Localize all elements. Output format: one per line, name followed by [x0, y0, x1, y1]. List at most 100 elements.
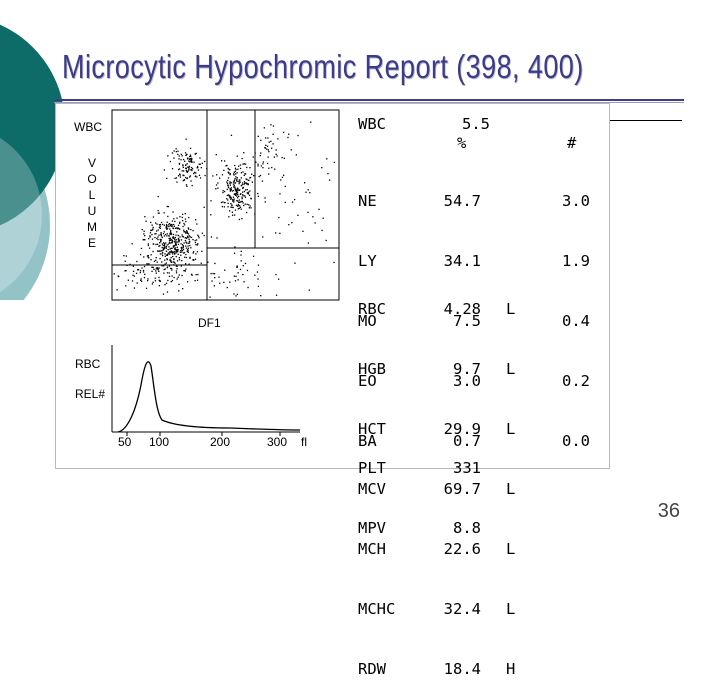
scatter-dot	[241, 196, 243, 198]
scatter-dot	[262, 167, 264, 169]
scatter-dot	[157, 236, 159, 238]
scatter-dot	[188, 235, 191, 237]
scatter-dot	[279, 193, 281, 195]
scatter-dot	[185, 184, 188, 186]
scatter-dot	[239, 164, 242, 166]
scatter-dot	[176, 268, 178, 270]
scatter-dot	[179, 222, 181, 224]
scatter-dot	[160, 240, 162, 242]
scatter-dot	[139, 253, 142, 256]
scatter-dot	[272, 143, 274, 145]
scatter-dot	[169, 238, 171, 240]
scatter-dot	[233, 193, 235, 195]
scatter-dot	[237, 200, 239, 202]
scatter-dot	[212, 175, 214, 177]
plots-layer	[111, 109, 340, 436]
scatter-dot	[196, 279, 199, 281]
scatter-dot	[175, 244, 177, 246]
scatter-dot	[253, 175, 255, 177]
scatter-dot	[234, 178, 236, 180]
wbc-diff-pct: 54.7 34.1 7.5 3.0 0.7	[420, 151, 481, 471]
scatter-dot	[142, 239, 144, 241]
scatter-dot	[166, 267, 168, 269]
scatter-dot	[154, 233, 156, 235]
scatter-dot	[216, 237, 218, 239]
scatter-dot	[150, 221, 152, 224]
scatter-dot	[235, 192, 238, 194]
scatter-dot	[241, 200, 243, 203]
scatter-dot	[326, 158, 328, 160]
scatter-dot	[162, 247, 165, 249]
scatter-dot	[182, 252, 185, 254]
scatter-dot	[232, 196, 235, 198]
scatter-dot	[153, 243, 155, 245]
scatter-dot	[190, 160, 192, 162]
scatter-dot	[178, 257, 180, 259]
scatter-dot	[173, 237, 175, 239]
scatter-dot	[161, 261, 163, 263]
scatter-dot	[235, 169, 237, 171]
scatter-dot	[158, 276, 160, 279]
rbc-param-flag: L	[506, 600, 516, 618]
scatter-dot	[193, 161, 195, 163]
scatter-dot	[221, 174, 224, 176]
scatter-dot	[234, 209, 237, 211]
scatter-dot	[240, 185, 242, 187]
scatter-dot	[174, 240, 176, 242]
scatter-dot	[179, 251, 181, 253]
scatter-dot	[192, 259, 194, 261]
scatter-dot	[176, 246, 178, 248]
scatter-dot	[169, 259, 171, 262]
scatter-dot	[171, 225, 173, 227]
scatter-dot	[182, 288, 184, 290]
scatter-dot	[195, 219, 197, 221]
scatter-dot	[171, 168, 174, 170]
scatter-dot	[169, 160, 171, 163]
scatter-dot	[268, 151, 270, 153]
scatter-dot	[271, 147, 273, 149]
scatter-dot	[166, 291, 169, 293]
scatter-dot	[170, 261, 173, 263]
scatter-dot	[181, 216, 183, 219]
scatter-dot	[236, 180, 238, 183]
scatter-dot	[178, 259, 181, 261]
scatter-dot	[198, 237, 200, 239]
page-number: 36	[657, 500, 680, 522]
scatter-dot	[183, 252, 186, 254]
scatter-dot	[158, 250, 160, 252]
scatter-dot	[144, 216, 146, 218]
scatter-dot	[233, 186, 235, 188]
scatter-dot	[174, 236, 177, 239]
scatter-dot	[236, 200, 238, 202]
scatter-dot	[237, 279, 239, 281]
scatter-dot	[267, 156, 269, 158]
scatter-dot	[173, 223, 175, 226]
diff-pct: 34.1	[443, 252, 481, 270]
scatter-dot	[213, 273, 216, 275]
scatter-dot	[252, 255, 255, 257]
scatter-dot	[175, 241, 177, 243]
scatter-dot	[237, 204, 239, 207]
scatter-dot	[171, 223, 173, 226]
scatter-dot	[230, 197, 232, 199]
scatter-dot	[207, 261, 209, 263]
scatter-dot	[215, 154, 217, 156]
scatter-dot	[164, 259, 166, 261]
hist-tick-label: 100	[149, 435, 170, 449]
scatter-dot	[178, 158, 180, 160]
scatter-dot	[136, 260, 138, 263]
scatter-dot	[257, 264, 260, 266]
scatter-dot	[175, 252, 177, 254]
scatter-dot	[246, 192, 248, 194]
scatter-dot	[178, 239, 180, 242]
scatter-dot	[266, 145, 269, 147]
scatter-dot	[182, 248, 185, 251]
plt-param-name: PLT	[358, 459, 386, 477]
scatter-dot	[234, 186, 236, 188]
scatter-dot	[159, 250, 161, 252]
scatter-dot	[195, 274, 197, 276]
scatter-dot	[297, 134, 299, 137]
scatter-dot	[194, 241, 197, 244]
scatter-dot	[185, 263, 187, 265]
scatter-dot	[226, 198, 228, 200]
